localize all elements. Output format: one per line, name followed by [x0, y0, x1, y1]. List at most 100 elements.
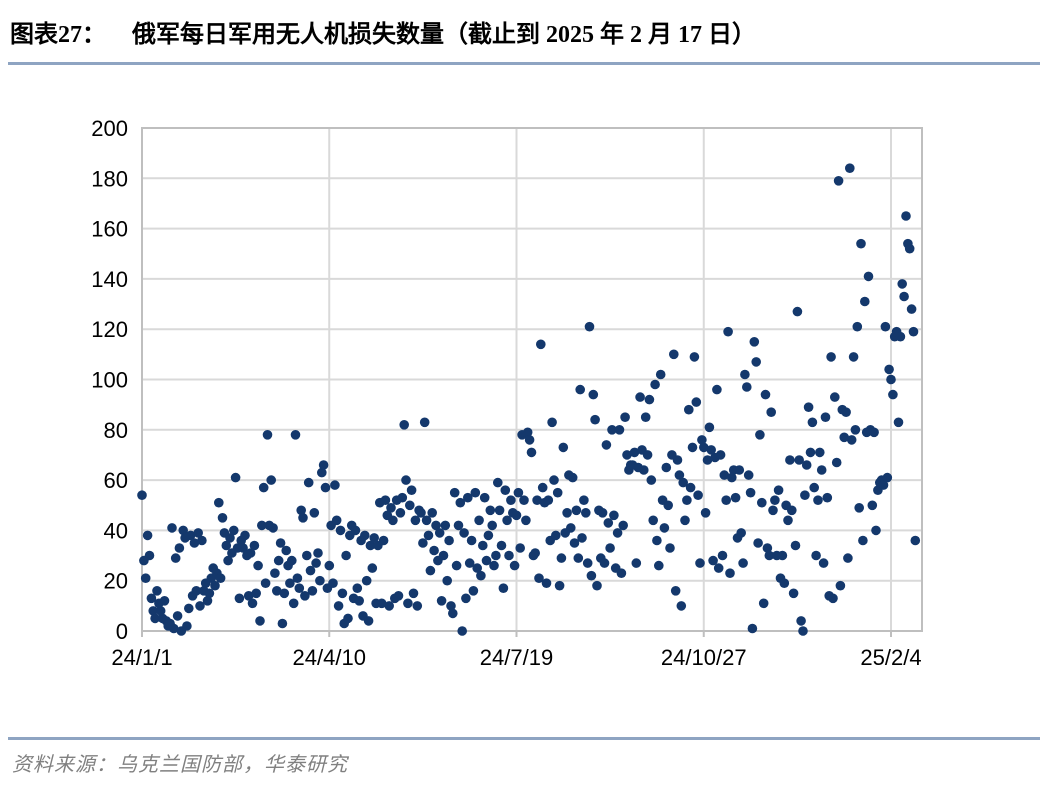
data-point: [803, 402, 814, 413]
data-point: [910, 535, 921, 546]
data-point: [652, 535, 662, 546]
data-point: [897, 279, 907, 289]
x-axis-tick-label: 25/2/4: [860, 645, 921, 670]
data-point: [670, 586, 681, 596]
data-point: [476, 570, 486, 581]
data-point: [470, 487, 481, 498]
data-point: [324, 560, 335, 571]
data-point: [384, 601, 395, 611]
data-point: [448, 608, 458, 619]
data-point: [659, 523, 670, 533]
data-point: [839, 432, 849, 443]
data-point: [468, 586, 479, 596]
data-point: [245, 548, 256, 558]
data-point: [463, 492, 473, 503]
data-point: [715, 450, 726, 460]
data-point: [571, 505, 582, 516]
data-point: [818, 558, 829, 568]
data-point: [268, 523, 278, 533]
data-point: [393, 591, 404, 601]
data-point: [436, 596, 447, 606]
data-point: [738, 558, 748, 568]
data-point: [489, 560, 499, 571]
data-point: [541, 578, 552, 588]
data-point: [556, 553, 567, 563]
data-point: [519, 495, 529, 506]
data-point: [403, 598, 413, 609]
data-point: [214, 497, 224, 508]
data-point: [401, 475, 411, 485]
data-point: [350, 525, 361, 536]
data-point: [331, 515, 342, 526]
data-point: [841, 407, 851, 418]
data-point: [395, 508, 406, 518]
data-point: [184, 603, 194, 614]
data-point: [592, 580, 602, 591]
data-point: [530, 548, 540, 558]
data-point: [262, 430, 273, 440]
data-point: [702, 455, 713, 465]
data-point: [144, 550, 155, 561]
data-point: [369, 533, 380, 543]
data-point: [376, 598, 387, 609]
data-point: [285, 578, 295, 588]
data-point: [290, 430, 301, 440]
data-point: [260, 578, 271, 588]
data-point: [740, 369, 750, 380]
data-point: [893, 417, 904, 428]
y-axis-tick-label: 0: [116, 619, 128, 644]
data-point: [815, 447, 825, 458]
data-point: [582, 558, 593, 568]
data-point: [152, 586, 162, 596]
data-point: [584, 321, 595, 332]
data-point: [148, 606, 158, 616]
data-point: [590, 414, 600, 425]
data-point: [318, 460, 329, 470]
data-point: [140, 573, 151, 583]
data-point: [494, 505, 505, 516]
data-point: [706, 445, 716, 455]
data-point: [526, 447, 537, 458]
data-point: [579, 495, 589, 506]
data-point: [901, 211, 911, 221]
data-point: [717, 550, 728, 561]
data-point: [172, 611, 183, 621]
y-axis-tick-label: 160: [91, 217, 128, 242]
data-point: [522, 427, 533, 438]
data-point: [287, 555, 297, 566]
data-point: [820, 412, 831, 423]
data-point: [487, 520, 498, 531]
data-point: [478, 540, 488, 551]
data-point: [762, 543, 773, 553]
data-point: [258, 482, 269, 493]
data-point: [483, 530, 494, 541]
data-point: [386, 503, 396, 513]
data-point: [685, 482, 696, 493]
y-axis-tick-label: 100: [91, 368, 128, 393]
data-point: [727, 472, 737, 483]
data-point: [406, 485, 417, 496]
data-point: [159, 596, 170, 606]
data-point: [603, 518, 614, 528]
data-point: [601, 440, 612, 450]
data-point: [801, 460, 812, 470]
data-point: [830, 392, 840, 402]
data-point: [305, 565, 316, 576]
data-point: [257, 520, 267, 531]
data-point: [320, 482, 331, 493]
data-point: [723, 326, 733, 337]
figure-number-label: 图表27：: [10, 22, 106, 48]
data-point: [315, 575, 325, 586]
data-point: [779, 578, 790, 588]
data-point: [504, 550, 514, 561]
data-point: [618, 520, 628, 531]
data-point: [197, 535, 207, 546]
data-point: [680, 515, 690, 526]
data-point: [661, 462, 672, 473]
data-point: [294, 583, 305, 593]
data-point: [451, 560, 462, 571]
data-point: [169, 623, 179, 634]
data-point: [856, 238, 866, 249]
